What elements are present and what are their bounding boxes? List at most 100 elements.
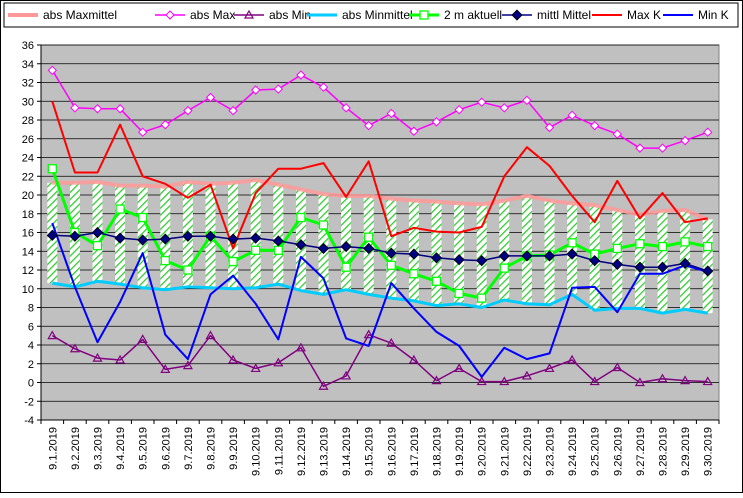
x-tick-label: 9.23.2019 bbox=[545, 427, 557, 476]
y-tick-label: 30 bbox=[22, 96, 34, 108]
data-point-mittl-mittel bbox=[227, 233, 239, 245]
data-point-abs-min bbox=[612, 362, 623, 372]
data-point-2-m-aktuell bbox=[273, 245, 283, 255]
data-point-2-m-aktuell bbox=[115, 204, 125, 214]
data-point-mittl-mittel bbox=[250, 232, 262, 244]
data-point-mittl-mittel bbox=[521, 250, 533, 262]
x-tick-label: 9.19.2019 bbox=[454, 427, 466, 476]
data-point-abs-max bbox=[431, 117, 442, 127]
data-point-mittl-mittel bbox=[634, 261, 646, 273]
data-point-abs-max bbox=[363, 120, 374, 131]
data-point-mittl-mittel bbox=[589, 255, 601, 267]
data-point-abs-min bbox=[47, 330, 58, 340]
data-point-abs-max bbox=[47, 65, 58, 76]
series-abs-minmittel bbox=[52, 279, 708, 315]
y-tick-label: -2 bbox=[24, 396, 34, 408]
legend-label: mittl Mittel bbox=[537, 8, 591, 22]
data-point-abs-max bbox=[183, 105, 193, 116]
y-tick-label: 8 bbox=[28, 303, 34, 315]
data-point-abs-min bbox=[634, 377, 645, 387]
data-point-abs-max bbox=[522, 95, 532, 106]
data-point-mittl-mittel bbox=[385, 247, 397, 259]
data-point-abs-max bbox=[567, 110, 577, 121]
x-tick-label: 9.2.2019 bbox=[70, 427, 82, 470]
data-point-abs-min bbox=[386, 337, 397, 347]
y-tick-label: 34 bbox=[22, 59, 34, 71]
data-point-abs-min bbox=[250, 363, 261, 373]
data-point-abs-max bbox=[318, 82, 329, 92]
data-point-2-m-aktuell bbox=[567, 238, 577, 248]
data-point-mittl-mittel bbox=[566, 248, 578, 260]
data-point-abs-min bbox=[567, 354, 578, 364]
data-point-abs-min bbox=[69, 343, 80, 353]
data-point-mittl-mittel bbox=[204, 230, 217, 242]
legend-marker bbox=[511, 9, 523, 21]
legend-label: abs Min bbox=[269, 8, 311, 22]
data-point-mittl-mittel bbox=[272, 235, 284, 247]
data-point-mittl-mittel bbox=[137, 234, 149, 246]
legend-item-min-k: Min K bbox=[663, 8, 729, 22]
data-point-abs-max bbox=[160, 119, 171, 130]
data-point-2-m-aktuell bbox=[92, 240, 103, 251]
data-point-mittl-mittel bbox=[363, 242, 375, 255]
y-tick-label: 12 bbox=[22, 265, 34, 277]
data-point-2-m-aktuell bbox=[386, 260, 396, 270]
data-point-mittl-mittel bbox=[317, 242, 330, 255]
data-point-2-m-aktuell bbox=[431, 276, 442, 286]
y-tick-label: 10 bbox=[22, 284, 34, 296]
data-point-abs-max bbox=[205, 92, 216, 103]
legend-marker bbox=[419, 10, 429, 20]
x-tick-label: 9.20.2019 bbox=[477, 427, 489, 476]
data-point-abs-min bbox=[363, 329, 374, 339]
x-tick-label: 9.21.2019 bbox=[499, 427, 511, 476]
data-point-abs-max bbox=[273, 84, 284, 94]
data-point-mittl-mittel bbox=[182, 230, 194, 242]
x-tick-label: 9.5.2019 bbox=[138, 427, 150, 470]
data-point-2-m-aktuell bbox=[657, 241, 668, 252]
data-point-abs-min bbox=[92, 352, 103, 362]
x-tick-label: 9.13.2019 bbox=[319, 427, 331, 476]
x-tick-label: 9.30.2019 bbox=[703, 427, 715, 476]
data-point-2-m-aktuell bbox=[296, 212, 306, 223]
x-tick-label: 9.28.2019 bbox=[658, 427, 670, 476]
data-point-mittl-mittel bbox=[430, 252, 443, 264]
data-point-abs-max bbox=[499, 103, 510, 113]
legend-item-abs-max: abs Max bbox=[155, 8, 235, 22]
data-point-abs-max bbox=[635, 143, 645, 153]
data-point-abs-max bbox=[589, 120, 600, 131]
x-tick-label: 9.18.2019 bbox=[432, 427, 444, 476]
legend-label: abs Minmittel bbox=[342, 8, 413, 22]
data-point-abs-max bbox=[702, 127, 713, 137]
y-tick-label: 24 bbox=[22, 153, 34, 165]
data-point-2-m-aktuell bbox=[635, 239, 645, 249]
y-tick-label: 6 bbox=[28, 321, 34, 333]
x-tick-label: 9.7.2019 bbox=[183, 427, 195, 470]
x-tick-label: 9.29.2019 bbox=[680, 427, 692, 476]
data-point-abs-min bbox=[228, 354, 239, 364]
data-point-2-m-aktuell bbox=[228, 256, 238, 267]
data-point-abs-max bbox=[386, 108, 397, 119]
legend-label: Max K bbox=[627, 8, 661, 22]
y-tick-label: 2 bbox=[28, 359, 34, 371]
data-point-abs-max bbox=[250, 85, 261, 95]
series-abs-min bbox=[47, 329, 713, 390]
data-point-mittl-mittel bbox=[340, 240, 352, 253]
band-bar bbox=[454, 203, 465, 304]
data-point-2-m-aktuell bbox=[499, 263, 509, 273]
data-point-abs-min bbox=[295, 342, 306, 352]
x-tick-label: 9.16.2019 bbox=[386, 427, 398, 476]
legend-label: abs Max bbox=[190, 8, 235, 22]
data-point-abs-max bbox=[409, 126, 419, 136]
data-point-mittl-mittel bbox=[656, 261, 669, 273]
data-point-abs-min bbox=[454, 363, 465, 373]
band-bar bbox=[499, 200, 510, 300]
data-point-mittl-mittel bbox=[91, 226, 104, 239]
data-point-abs-min bbox=[589, 376, 600, 386]
data-point-abs-min bbox=[160, 364, 171, 373]
data-point-abs-min bbox=[205, 330, 216, 340]
x-tick-label: 9.24.2019 bbox=[567, 427, 579, 476]
data-point-abs-min bbox=[476, 376, 487, 386]
data-point-2-m-aktuell bbox=[183, 265, 193, 275]
data-point-abs-min bbox=[544, 363, 555, 373]
